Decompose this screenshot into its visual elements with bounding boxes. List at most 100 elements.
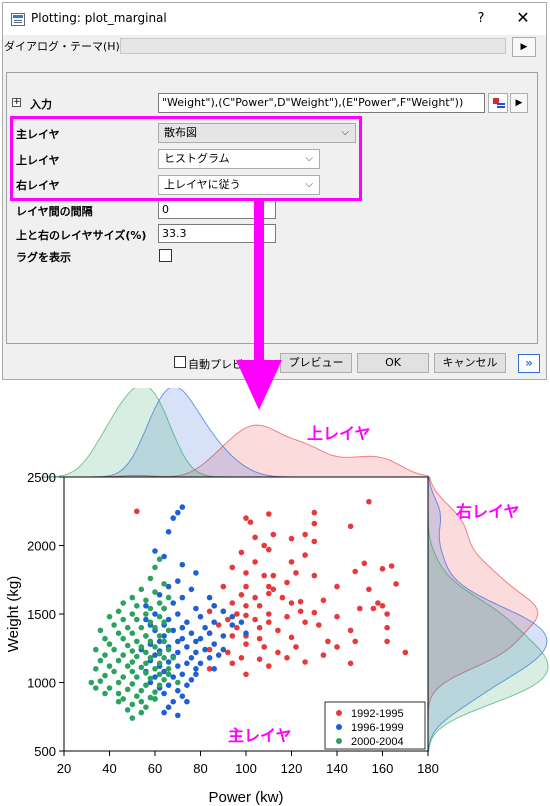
scatter-point <box>238 549 245 556</box>
scatter-point <box>120 696 126 702</box>
scatter-point <box>175 611 181 617</box>
scatter-point <box>134 638 140 645</box>
scatter-point <box>152 696 158 702</box>
expand-icon[interactable]: + <box>12 97 21 107</box>
scatter-point <box>165 616 172 623</box>
scatter-point <box>147 679 154 686</box>
scatter-point <box>316 622 322 628</box>
scatter-point <box>97 627 104 634</box>
scatter-point <box>143 660 149 667</box>
scatter-point <box>175 712 181 719</box>
legend-label: 1996-1999 <box>351 722 404 734</box>
scatter-point <box>266 590 272 597</box>
scatter-point <box>357 605 363 612</box>
layer-highlight-box <box>10 116 362 201</box>
scatter-point <box>138 624 145 631</box>
more-options-button[interactable]: » <box>518 354 540 373</box>
scatter-point <box>193 649 199 656</box>
scatter-point <box>211 619 217 625</box>
scatter-point <box>243 612 249 619</box>
y-tick-label: 500 <box>34 744 56 759</box>
auto-preview-checkbox[interactable] <box>174 356 186 368</box>
top-layer-label: 上レイヤ <box>16 154 60 167</box>
scatter-point <box>161 668 167 675</box>
scatter-point <box>302 659 308 665</box>
preview-button[interactable]: プレビュー <box>280 353 352 373</box>
scatter-point <box>152 564 158 571</box>
scatter-point <box>143 670 149 676</box>
scatter-point <box>225 649 231 656</box>
scatter-point <box>188 630 195 636</box>
scatter-point <box>106 641 113 647</box>
scatter-point <box>152 674 158 680</box>
ok-button[interactable]: OK <box>357 353 429 373</box>
scatter-point <box>211 666 217 672</box>
scatter-point <box>161 605 167 612</box>
scatter-point <box>97 678 104 684</box>
scatter-point <box>366 498 372 505</box>
scatter-point <box>152 652 158 658</box>
input-field[interactable]: "Weight"),(C"Power",D"Weight"),(E"Power"… <box>158 93 485 113</box>
input-arrow-button[interactable]: ▶ <box>510 93 528 113</box>
scatter-point <box>175 687 181 694</box>
scatter-point <box>220 608 227 615</box>
scatter-point <box>156 613 163 620</box>
scatter-point <box>347 523 354 530</box>
scatter-point <box>147 605 154 612</box>
scatter-point <box>165 666 172 672</box>
scatter-point <box>115 690 122 697</box>
right-layer-annotation: 右レイヤ <box>456 502 520 521</box>
main-layer-select[interactable]: 散布図 ⌵ <box>158 123 356 143</box>
layer-size-input[interactable]: 33.3 <box>158 224 276 243</box>
scatter-point <box>202 646 208 653</box>
help-button[interactable]: ? <box>477 11 485 26</box>
scatter-point <box>229 633 236 639</box>
scatter-point <box>266 611 272 617</box>
scatter-point <box>147 655 154 661</box>
scatter-point <box>170 627 176 634</box>
x-tick-label: 40 <box>102 761 116 776</box>
scatter-point <box>161 655 167 661</box>
scatter-point <box>175 649 181 656</box>
theme-arrow-button[interactable]: ▶ <box>512 37 536 57</box>
y-axis-label: Weight (kg) <box>5 576 22 652</box>
close-button[interactable]: ✕ <box>516 8 530 27</box>
scatter-point <box>206 594 213 601</box>
scatter-point <box>97 657 104 664</box>
scatter-point <box>261 542 268 549</box>
top-layer-select[interactable]: ヒストグラム ⌵ <box>158 149 320 169</box>
scatter-point <box>120 674 126 680</box>
scatter-point <box>297 598 304 605</box>
main-layer-value: 散布図 <box>164 126 197 139</box>
scatter-point <box>179 561 186 568</box>
scatter-point <box>311 538 318 545</box>
scatter-point <box>161 677 167 683</box>
scatter-point <box>161 690 167 697</box>
scatter-point <box>147 619 154 625</box>
layer-size-label: 上と右のレイヤサイズ(%) <box>16 229 147 242</box>
scatter-point <box>134 653 140 660</box>
scatter-point <box>334 644 340 650</box>
scatter-point <box>124 642 131 649</box>
show-rug-checkbox[interactable] <box>159 249 172 262</box>
cancel-button[interactable]: キャンセル <box>434 353 506 373</box>
scatter-point <box>156 650 163 657</box>
scatter-point <box>93 685 99 691</box>
select-data-icon[interactable] <box>488 93 508 113</box>
scatter-point <box>193 671 199 678</box>
scatter-point <box>124 686 131 693</box>
scatter-point <box>143 597 149 604</box>
scatter-point <box>320 597 327 604</box>
right-layer-select[interactable]: 上レイヤに従う ⌵ <box>158 175 320 195</box>
scatter-point <box>211 641 217 647</box>
theme-select[interactable] <box>120 38 506 54</box>
arrow-down-icon <box>236 200 282 410</box>
scatter-point <box>225 616 231 623</box>
scatter-point <box>175 679 181 686</box>
scatter-point <box>184 619 190 625</box>
scatter-point <box>288 559 295 565</box>
x-tick-label: 20 <box>57 761 71 776</box>
scatter-point <box>252 616 258 623</box>
chevron-down-icon: ⌵ <box>341 127 349 138</box>
scatter-point <box>266 511 272 517</box>
